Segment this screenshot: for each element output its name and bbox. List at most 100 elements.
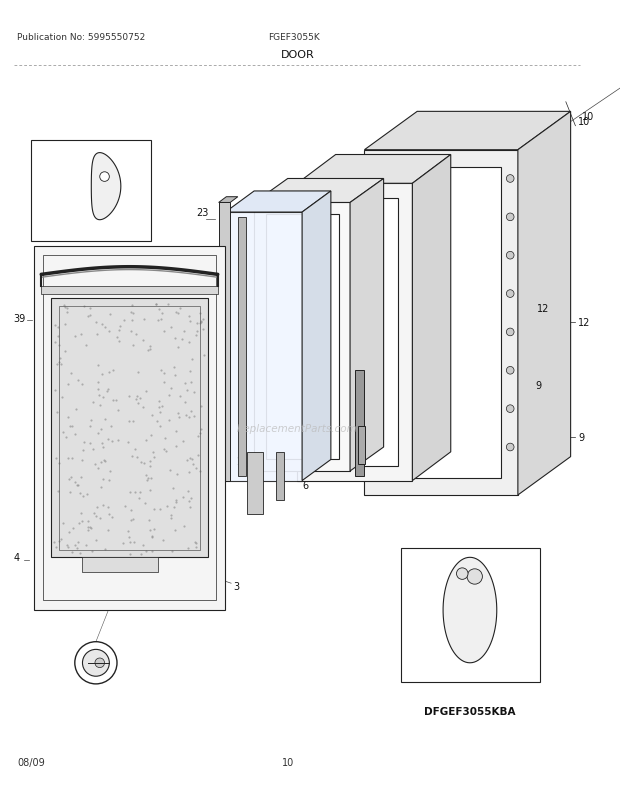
- Point: [143, 472, 153, 484]
- Point: [56, 533, 66, 546]
- Point: [129, 536, 139, 549]
- Point: [185, 495, 195, 508]
- Point: [172, 493, 182, 506]
- Point: [166, 382, 175, 395]
- Point: [193, 430, 203, 443]
- Point: [94, 427, 104, 439]
- Point: [145, 340, 155, 353]
- Point: [159, 376, 169, 389]
- Polygon shape: [312, 198, 398, 467]
- Point: [82, 488, 92, 500]
- Point: [173, 407, 183, 420]
- Polygon shape: [298, 156, 451, 184]
- Point: [195, 317, 205, 330]
- Polygon shape: [42, 286, 218, 294]
- Point: [140, 496, 150, 509]
- Point: [67, 546, 77, 559]
- Point: [154, 395, 164, 407]
- Point: [144, 343, 154, 356]
- Point: [55, 535, 64, 548]
- Point: [113, 435, 123, 448]
- Text: 7: 7: [365, 399, 371, 409]
- Point: [68, 522, 78, 535]
- Point: [76, 472, 86, 484]
- Point: [105, 465, 115, 478]
- Polygon shape: [247, 452, 263, 515]
- Point: [127, 314, 137, 326]
- Point: [73, 536, 83, 549]
- Circle shape: [100, 172, 109, 182]
- Point: [131, 393, 141, 406]
- Point: [147, 545, 157, 558]
- Point: [127, 299, 137, 312]
- Point: [53, 358, 63, 371]
- Point: [126, 504, 136, 517]
- Point: [146, 409, 156, 422]
- Polygon shape: [401, 548, 540, 683]
- Point: [184, 337, 194, 350]
- Point: [60, 302, 70, 314]
- Point: [74, 517, 84, 530]
- Polygon shape: [518, 112, 570, 496]
- Point: [66, 367, 76, 379]
- Text: 40: 40: [206, 268, 218, 278]
- Polygon shape: [350, 180, 384, 472]
- Point: [166, 512, 176, 525]
- Point: [196, 315, 206, 328]
- Point: [66, 420, 76, 433]
- Point: [180, 395, 190, 408]
- Point: [107, 511, 117, 524]
- Point: [131, 391, 141, 403]
- Point: [151, 298, 161, 311]
- Polygon shape: [443, 557, 497, 663]
- Polygon shape: [219, 203, 230, 481]
- Point: [58, 517, 68, 530]
- Text: 4: 4: [14, 553, 20, 562]
- Point: [73, 374, 83, 387]
- Text: 17: 17: [363, 385, 375, 395]
- Point: [89, 508, 99, 520]
- Circle shape: [507, 252, 514, 260]
- Point: [149, 524, 159, 537]
- Point: [79, 444, 89, 456]
- Point: [187, 353, 197, 366]
- Polygon shape: [370, 170, 376, 476]
- Point: [190, 330, 200, 342]
- Point: [77, 454, 87, 467]
- Point: [126, 306, 136, 319]
- Point: [93, 358, 103, 371]
- Point: [126, 513, 136, 526]
- Point: [130, 486, 140, 499]
- Point: [190, 386, 200, 399]
- Point: [185, 366, 195, 379]
- Point: [191, 462, 201, 475]
- Text: 7: 7: [316, 428, 323, 438]
- Text: 8: 8: [436, 327, 443, 338]
- Point: [174, 342, 184, 354]
- Point: [97, 367, 107, 380]
- Point: [67, 419, 77, 432]
- Point: [157, 399, 167, 412]
- Point: [93, 463, 103, 476]
- Point: [143, 344, 153, 357]
- Point: [81, 539, 91, 552]
- Point: [87, 545, 97, 557]
- Point: [187, 492, 197, 504]
- Point: [103, 524, 113, 537]
- Point: [66, 472, 76, 484]
- Point: [53, 485, 63, 498]
- Point: [62, 302, 72, 315]
- Point: [183, 485, 193, 498]
- Polygon shape: [91, 153, 121, 221]
- Point: [171, 440, 181, 453]
- Point: [50, 319, 60, 332]
- Text: 12: 12: [537, 304, 549, 314]
- Point: [174, 411, 184, 424]
- Text: DFGEF3055KBA: DFGEF3055KBA: [424, 706, 516, 716]
- Point: [154, 401, 164, 414]
- Point: [147, 530, 157, 543]
- Point: [157, 307, 167, 320]
- Point: [126, 325, 136, 338]
- Point: [144, 514, 154, 527]
- Point: [159, 326, 169, 338]
